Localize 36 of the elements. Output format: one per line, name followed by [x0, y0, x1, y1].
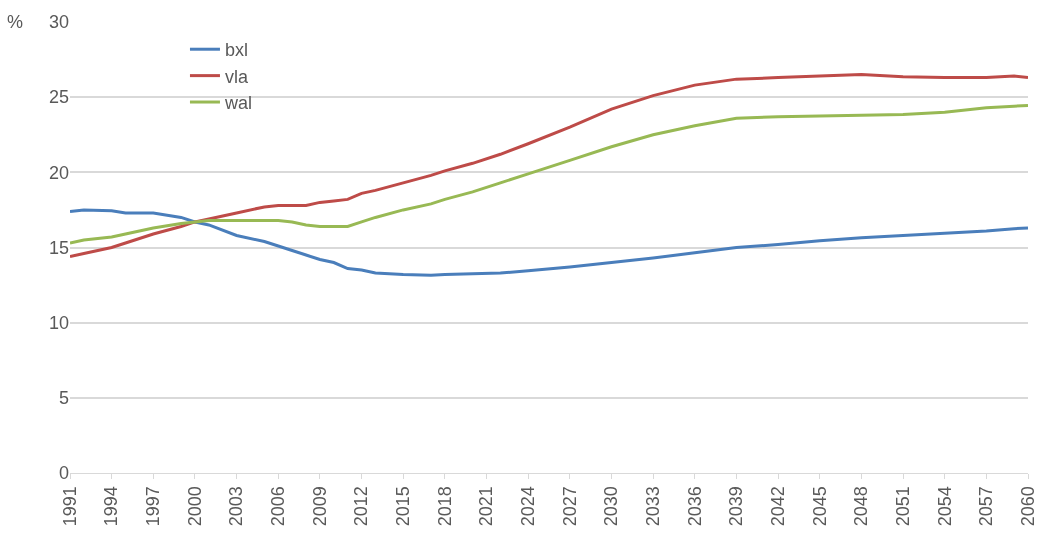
y-tick-label: 30 — [48, 12, 69, 33]
x-tick-label: 2006 — [268, 486, 289, 527]
x-tick-label: 2045 — [809, 486, 830, 527]
y-tick-label: 0 — [58, 463, 69, 484]
y-tick-label: 20 — [48, 162, 69, 183]
x-tick-label: 2036 — [684, 486, 705, 527]
x-tick-label: 1997 — [143, 486, 164, 527]
x-tick-label: 2054 — [934, 486, 955, 527]
x-tick-label: 1994 — [101, 486, 122, 527]
x-tick-label: 2033 — [642, 486, 663, 527]
x-tick-label: 2012 — [351, 486, 372, 527]
y-axis-title: % — [7, 12, 24, 32]
y-tick-label: 25 — [48, 87, 69, 108]
x-tick-label: 2024 — [518, 486, 539, 527]
x-tick-label: 2003 — [226, 486, 247, 527]
x-tick-label: 2030 — [601, 486, 622, 527]
x-tick-label: 2051 — [892, 486, 913, 527]
y-tick-label: 15 — [48, 237, 69, 258]
line-series — [70, 208, 1028, 277]
x-tick-label: 2048 — [851, 486, 872, 527]
x-tick-label: 2015 — [393, 486, 414, 527]
x-tick-label: 2039 — [726, 486, 747, 527]
y-tick-label: 10 — [48, 312, 69, 333]
x-tick-label: 2027 — [559, 486, 580, 527]
x-tick-label: 2009 — [309, 486, 330, 527]
x-tick-label: 2000 — [184, 486, 205, 527]
legend-label: vla — [224, 66, 249, 87]
x-tick-label: 2042 — [767, 486, 788, 527]
legend-label: wal — [223, 93, 252, 114]
x-tick-label: 2018 — [434, 486, 455, 527]
y-tick-label: 5 — [58, 388, 69, 409]
x-tick-label: 2057 — [976, 486, 997, 527]
x-tick-label: 2021 — [476, 486, 497, 527]
x-tick-label: 2060 — [1017, 486, 1038, 527]
legend-label: bxl — [224, 40, 248, 61]
x-tick-label: 1991 — [59, 486, 80, 527]
